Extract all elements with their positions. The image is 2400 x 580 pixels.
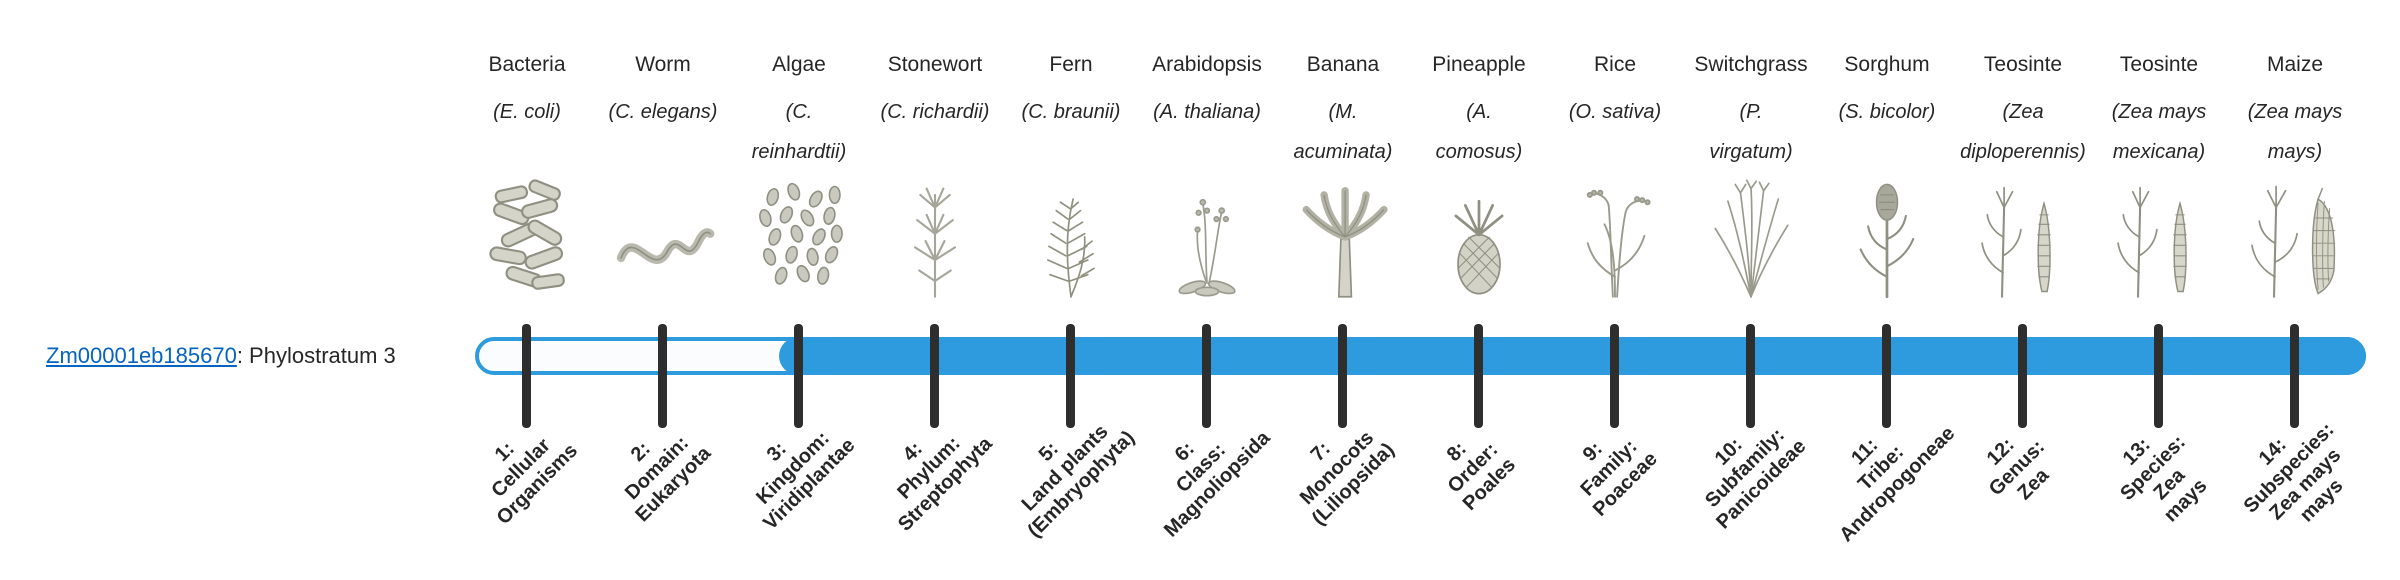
organism-scientific-name: (A. thaliana) — [1107, 92, 1307, 132]
organism-column: Maize (Zea mays mays) — [2195, 0, 2395, 320]
organism-name: Stonewort — [887, 53, 983, 76]
worm-icon — [608, 176, 718, 302]
organism-column: Rice (O. sativa) — [1515, 0, 1715, 320]
stonewort-icon — [880, 176, 990, 302]
bacteria-icon — [472, 176, 582, 302]
organism-scientific-name-line: comosus) — [1435, 141, 1523, 163]
organism-name: Banana — [1306, 53, 1380, 76]
organism-column: Fern (C. braunii) — [971, 0, 1171, 320]
organism-name: Pineapple — [1432, 53, 1526, 76]
gene-row-label: Zm00001eb185670: Phylostratum 3 — [46, 343, 396, 369]
organism-scientific-name: (Zea mays mexicana) — [2059, 92, 2259, 172]
organism-name: Algae — [772, 53, 826, 76]
organism-name: Rice — [1593, 53, 1636, 76]
phylostratum-text: : Phylostratum 3 — [236, 343, 396, 368]
organism-column: Stonewort (C. richardii) — [835, 0, 1035, 320]
organism-scientific-name-line: reinhardtii) — [751, 141, 847, 163]
organism-scientific-name-line: (Zea — [2002, 101, 2044, 123]
switchgrass-icon — [1696, 176, 1806, 302]
phylostratum-tick — [1610, 324, 1619, 428]
organism-scientific-name-line: acuminata) — [1293, 141, 1393, 163]
organism-scientific-name: (C. richardii) — [835, 92, 1035, 132]
organism-scientific-name: (C. braunii) — [971, 92, 1171, 132]
phylostratum-tick — [2154, 324, 2163, 428]
organism-scientific-name: (C. elegans) — [563, 92, 763, 132]
phylostratum-tick — [2018, 324, 2027, 428]
organism-column: Arabidopsis (A. thaliana) — [1107, 0, 1307, 320]
phylostratum-tick — [1066, 324, 1075, 428]
organism-scientific-name-line: (P. — [1739, 101, 1763, 123]
organism-name: Maize — [2266, 53, 2324, 76]
organism-name: Arabidopsis — [1152, 53, 1262, 76]
phylostratum-tick — [794, 324, 803, 428]
organism-scientific-name-line: (C. — [785, 101, 813, 123]
teosinte-icon — [1968, 176, 2078, 302]
organism-scientific-name-line: (S. bicolor) — [1838, 101, 1936, 123]
arabidopsis-icon — [1152, 176, 1262, 302]
phylostratum-tick — [658, 324, 667, 428]
phylostratum-tick — [1338, 324, 1347, 428]
rice-icon — [1560, 176, 1670, 302]
phylostratum-bar-track — [475, 337, 2366, 375]
organism-scientific-name: (Zea diploperennis) — [1923, 92, 2123, 172]
organism-column: Sorghum (S. bicolor) — [1787, 0, 1987, 320]
phylostratum-bar-fill — [779, 337, 2366, 375]
organism-column: Banana (M. acuminata) — [1243, 0, 1443, 320]
organism-column: Bacteria (E. coli) — [427, 0, 627, 320]
organism-column: Algae (C. reinhardtii) — [699, 0, 899, 320]
organism-name: Teosinte — [1983, 53, 2063, 76]
organism-column: Teosinte (Zea mays mexicana) — [2059, 0, 2259, 320]
phylostratum-tick — [1202, 324, 1211, 428]
organism-column: Teosinte (Zea diploperennis) — [1923, 0, 2123, 320]
gene-id-link[interactable]: Zm00001eb185670 — [46, 343, 237, 368]
organism-scientific-name: (O. sativa) — [1515, 92, 1715, 132]
organism-scientific-name: (S. bicolor) — [1787, 92, 1987, 132]
organism-scientific-name-line: (A. — [1466, 101, 1492, 123]
phylostratum-tick — [1746, 324, 1755, 428]
organism-name: Worm — [635, 53, 691, 76]
phylostratum-tick — [522, 324, 531, 428]
organism-name: Fern — [1049, 53, 1093, 76]
phylostratum-tick — [2290, 324, 2299, 428]
organism-scientific-name-line: diploperennis) — [1960, 141, 2086, 163]
organism-scientific-name: (Zea mays mays) — [2195, 92, 2395, 172]
sorghum-icon — [1832, 176, 1942, 302]
organism-column: Switchgrass (P. virgatum) — [1651, 0, 1851, 320]
algae-icon — [744, 176, 854, 302]
teosinte-icon — [2104, 176, 2214, 302]
phylostratum-tick — [1882, 324, 1891, 428]
organism-scientific-name-line: (A. thaliana) — [1153, 101, 1261, 123]
organism-scientific-name: (E. coli) — [427, 92, 627, 132]
organism-name: Sorghum — [1844, 53, 1930, 76]
organism-scientific-name-line: virgatum) — [1709, 141, 1793, 163]
organism-scientific-name: (A. comosus) — [1379, 92, 1579, 172]
maize-icon — [2240, 176, 2350, 302]
organism-scientific-name-line: (C. elegans) — [608, 101, 718, 123]
organism-scientific-name-line: (O. sativa) — [1568, 101, 1662, 123]
organism-scientific-name-line: mays) — [2267, 141, 2323, 163]
phylostratum-tick — [930, 324, 939, 428]
organism-scientific-name: (P. virgatum) — [1651, 92, 1851, 172]
organism-name: Switchgrass — [1694, 53, 1808, 76]
organism-scientific-name-line: (C. braunii) — [1021, 101, 1121, 123]
organism-scientific-name-line: (Zea mays — [2111, 101, 2207, 123]
organism-scientific-name-line: mexicana) — [2112, 141, 2206, 163]
organism-name: Bacteria — [488, 53, 566, 76]
banana-icon — [1288, 176, 1398, 302]
organism-scientific-name-line: (C. richardii) — [880, 101, 990, 123]
organism-column: Pineapple (A. comosus) — [1379, 0, 1579, 320]
pineapple-icon — [1424, 176, 1534, 302]
organism-scientific-name: (M. acuminata) — [1243, 92, 1443, 172]
organism-column: Worm (C. elegans) — [563, 0, 763, 320]
organism-scientific-name-line: (E. coli) — [493, 101, 561, 123]
organism-scientific-name-line: (Zea mays — [2247, 101, 2343, 123]
organism-scientific-name-line: (M. — [1328, 101, 1358, 123]
phylostratum-tick — [1474, 324, 1483, 428]
organism-name: Teosinte — [2119, 53, 2199, 76]
fern-icon — [1016, 176, 1126, 302]
organism-scientific-name: (C. reinhardtii) — [699, 92, 899, 172]
